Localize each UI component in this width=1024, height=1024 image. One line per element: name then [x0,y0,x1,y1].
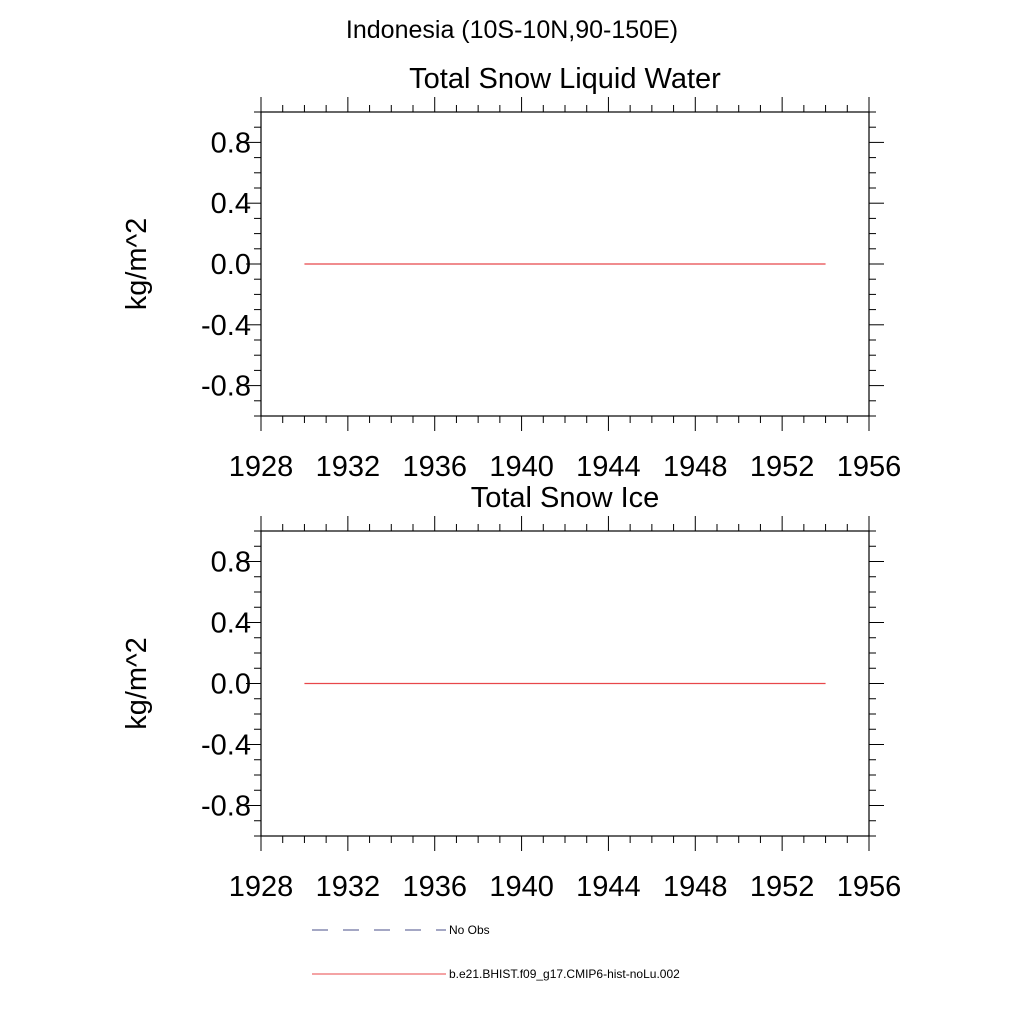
figure-title: Indonesia (10S-10N,90-150E) [0,16,1024,45]
legend-label-no-obs: No Obs [449,923,490,937]
panel-snow-ice: Total Snow Ice 1928 1932 1936 1940 1944 1948 19… [121,482,901,903]
legend: No Obs b.e21.BHIST.f09_g17.CMIP6-hist-no… [312,923,680,981]
y-tick-label: 0.0 [211,249,251,281]
x-tick-label: 1936 [402,871,467,903]
x-tick-label: 1952 [750,871,815,903]
x-tick-label: 1928 [229,871,294,903]
y-tick-label: -0.8 [201,791,251,823]
panel-snow-liquid-water: Total Snow Liquid Water 1928 1932 1936 1940 1… [121,63,901,483]
x-tick-label: 1936 [402,451,467,483]
x-tick-label: 1940 [489,871,554,903]
x-tick-label: 1948 [663,871,728,903]
y-tick-label: 0.0 [211,669,251,701]
x-tick-label: 1944 [576,871,641,903]
y-tick-label: 0.4 [211,608,251,640]
panel-title: Total Snow Ice [471,482,660,514]
x-tick-label: 1956 [837,871,902,903]
y-tick-label: 0.8 [211,547,251,579]
x-tick-label: 1928 [229,451,294,483]
figure-title-text: Indonesia (10S-10N,90-150E) [345,16,679,44]
y-axis-label: kg/m^2 [121,218,153,311]
x-tick-label: 1944 [576,451,641,483]
y-tick-label: 0.4 [211,188,251,220]
x-tick-label: 1948 [663,451,728,483]
panel-title: Total Snow Liquid Water [409,63,721,95]
y-tick-label: -0.4 [201,730,251,762]
y-tick-label: -0.8 [201,371,251,403]
legend-label-model-run: b.e21.BHIST.f09_g17.CMIP6-hist-noLu.002 [449,967,680,981]
y-axis-label: kg/m^2 [121,637,153,730]
x-tick-label: 1932 [316,451,381,483]
y-tick-label: 0.8 [211,127,251,159]
y-tick-label: -0.4 [201,310,251,342]
x-tick-label: 1952 [750,451,815,483]
x-tick-label: 1940 [489,451,554,483]
x-tick-label: 1932 [316,871,381,903]
x-tick-label: 1956 [837,451,902,483]
